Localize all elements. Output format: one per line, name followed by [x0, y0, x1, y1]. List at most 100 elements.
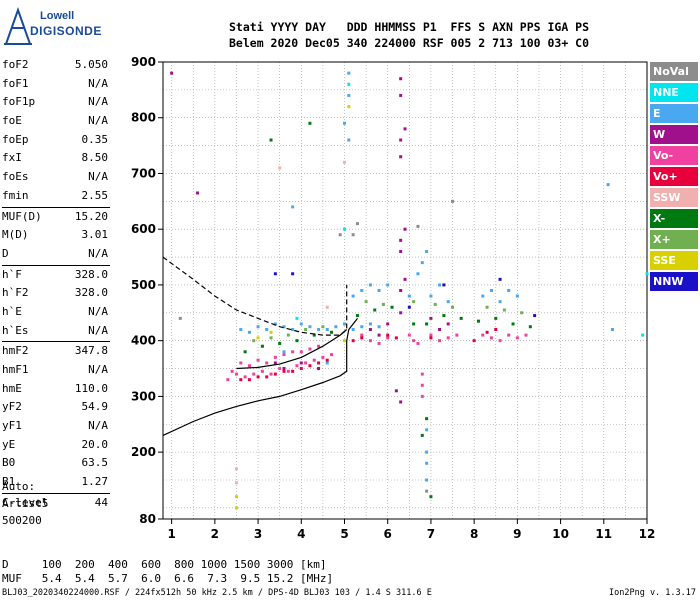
- data-point: [425, 322, 429, 326]
- data-point: [299, 367, 303, 371]
- x-tick-label: 8: [470, 527, 478, 541]
- data-point: [425, 461, 429, 465]
- data-point: [494, 316, 498, 320]
- param-key: M(D): [2, 228, 29, 242]
- data-point: [330, 330, 334, 334]
- param-key: B0: [2, 456, 16, 470]
- data-point: [243, 375, 247, 379]
- data-point: [308, 347, 312, 351]
- data-point: [347, 93, 351, 97]
- data-point: [399, 289, 403, 292]
- param-value: 5.050: [74, 58, 108, 71]
- legend-item: Vo-: [650, 146, 698, 165]
- param-value: 1.27: [81, 475, 109, 489]
- param-value: N/A: [88, 95, 108, 109]
- data-point: [610, 328, 614, 332]
- param-key: h`F2: [2, 286, 29, 300]
- y-tick-label: 500: [131, 278, 156, 292]
- param-value: 328.0: [74, 286, 108, 300]
- data-point: [325, 361, 329, 365]
- data-point: [343, 121, 346, 125]
- param-row: foE N/A: [2, 112, 110, 131]
- data-point: [286, 369, 290, 373]
- y-tick-label: 300: [131, 389, 156, 403]
- data-point: [234, 372, 238, 376]
- param-row: h`Es N/A: [2, 322, 110, 341]
- data-point: [425, 249, 429, 253]
- data-point: [196, 191, 200, 195]
- data-point: [282, 353, 286, 357]
- plot-frame: [162, 61, 648, 520]
- data-point: [399, 400, 403, 404]
- data-point: [446, 322, 450, 326]
- data-point: [234, 467, 238, 471]
- data-point: [265, 361, 269, 365]
- data-point: [489, 336, 493, 340]
- data-point: [256, 358, 260, 362]
- data-point: [312, 358, 316, 362]
- data-point: [278, 367, 282, 371]
- param-key: B1: [2, 475, 16, 489]
- data-point: [442, 314, 446, 318]
- data-point: [420, 372, 424, 376]
- data-point: [269, 138, 273, 142]
- data-point: [317, 367, 321, 371]
- param-value: 3.01: [81, 228, 109, 242]
- data-point: [170, 71, 174, 75]
- param-value: N/A: [88, 246, 108, 260]
- param-key: D: [2, 246, 9, 260]
- data-point: [265, 375, 269, 379]
- data-point: [317, 361, 321, 365]
- data-point: [472, 339, 476, 343]
- data-point: [524, 333, 528, 337]
- data-point: [321, 355, 325, 359]
- legend-item: X-: [650, 209, 698, 228]
- data-point: [308, 121, 312, 125]
- y-tick-label: 700: [131, 166, 156, 180]
- data-point: [399, 238, 403, 242]
- logo-line1: Lowell: [40, 10, 75, 22]
- data-point: [498, 339, 502, 343]
- data-point: [507, 333, 511, 337]
- param-row: foEs N/A: [2, 168, 110, 187]
- param-row: h`E N/A: [2, 303, 110, 322]
- data-point: [273, 322, 277, 326]
- data-point: [273, 372, 277, 376]
- auto-line2: Artist5: [2, 497, 49, 510]
- data-point: [347, 105, 351, 109]
- data-point: [438, 328, 442, 332]
- data-point: [360, 333, 364, 337]
- param-key: foF1p: [2, 95, 36, 109]
- legend-item: NNW: [650, 272, 698, 291]
- data-point: [234, 481, 238, 485]
- header-line2: Belem 2020 Dec05 340 224000 RSF 005 2 71…: [229, 36, 590, 50]
- data-point: [446, 300, 450, 304]
- legend-item: X+: [650, 230, 698, 249]
- param-value: 54.9: [81, 400, 109, 414]
- data-point: [321, 325, 325, 329]
- data-point: [373, 308, 377, 312]
- param-row: foF1p N/A: [2, 93, 110, 112]
- param-key: h`Es: [2, 323, 29, 337]
- param-row: C-level 44: [2, 494, 110, 513]
- data-point: [399, 138, 403, 142]
- data-point: [256, 325, 260, 329]
- data-point: [282, 367, 286, 371]
- param-row: D N/A: [2, 245, 110, 264]
- data-point: [256, 375, 260, 379]
- data-point: [399, 311, 403, 315]
- data-point: [291, 350, 295, 354]
- data-point: [425, 428, 429, 432]
- data-point: [343, 227, 346, 231]
- data-point: [451, 199, 455, 203]
- param-key: yE: [2, 437, 16, 451]
- x-tick-label: 2: [211, 527, 219, 541]
- data-point: [308, 364, 312, 368]
- param-row: fxI 8.50: [2, 149, 110, 168]
- param-row: foF2 5.050: [2, 56, 110, 75]
- data-point: [317, 328, 321, 332]
- data-point: [386, 283, 390, 287]
- param-key: yF1: [2, 419, 22, 433]
- y-tick-label: 600: [131, 222, 156, 236]
